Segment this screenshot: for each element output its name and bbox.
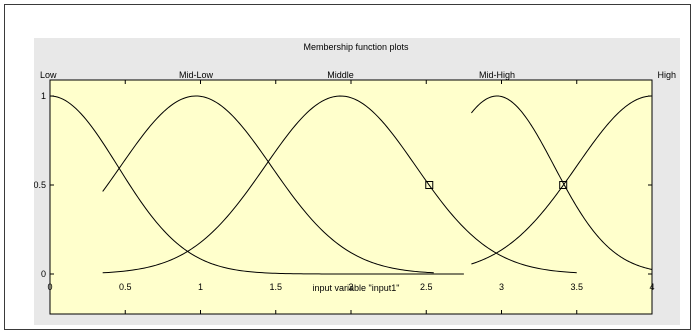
chart-title: Membership function plots	[303, 42, 409, 52]
x-tick-label-7: 3.5	[570, 282, 583, 292]
mf-label-2[interactable]: Middle	[327, 70, 354, 80]
selection-marker-0[interactable]	[425, 181, 434, 189]
x-axis: 0 0.5 1 1.5 2 2.5 3 3.5 4	[47, 80, 655, 314]
y-axis: 00.51	[34, 91, 652, 279]
x-tick-label-4: 2	[348, 282, 353, 292]
x-tick-label-2: 1	[198, 282, 203, 292]
selection-marker-1[interactable]	[559, 181, 568, 189]
x-tick-label-1: 0.5	[119, 282, 132, 292]
mf-label-0[interactable]: Low	[40, 70, 57, 80]
x-tick-label-5: 2.5	[420, 282, 433, 292]
marker-layer	[425, 181, 568, 189]
y-tick-label-1: 0.5	[34, 180, 46, 190]
y-tick-label-0: 0	[41, 269, 46, 279]
mf-curve-2[interactable]	[102, 95, 577, 274]
mf-label-3[interactable]: Mid-High	[479, 70, 515, 80]
x-tick-label-6: 3	[499, 282, 504, 292]
mf-label-1[interactable]: Mid-Low	[179, 70, 214, 80]
curve-layer	[49, 95, 653, 275]
mf-curve-3[interactable]	[471, 95, 653, 270]
mf-label-4[interactable]: High	[657, 70, 676, 80]
membership-plot-panel: Membership function plots Low Mid-Low Midd…	[34, 38, 680, 325]
x-tick-label-0: 0	[47, 282, 52, 292]
mf-label-layer: Low Mid-Low Middle Mid-High High	[40, 70, 676, 80]
mf-curve-4[interactable]	[471, 95, 653, 265]
x-tick-label-3: 1.5	[269, 282, 282, 292]
y-tick-label-2: 1	[41, 91, 46, 101]
x-axis-label: input variable "input1"	[313, 283, 400, 293]
membership-function-chart[interactable]: Membership function plots Low Mid-Low Midd…	[34, 38, 680, 325]
x-tick-label-8: 4	[649, 282, 654, 292]
plot-area	[50, 80, 652, 314]
